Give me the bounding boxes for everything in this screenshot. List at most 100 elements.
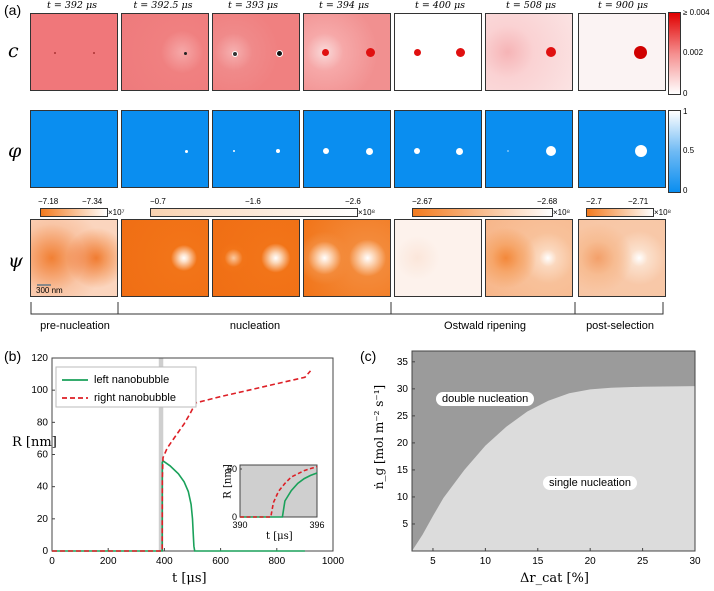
psi-field-t508: [485, 219, 573, 297]
c-right-dot: [276, 50, 283, 57]
x-tick-label: 600: [212, 556, 229, 567]
y-tick-label: 10: [397, 492, 409, 503]
y-tick-label: 40: [37, 482, 49, 493]
phi-field-t400: [394, 110, 482, 188]
psi-field-t392: 300 nm: [30, 219, 118, 297]
c-right-seed: [93, 52, 95, 54]
c-colorbar-top: ≥ 0.004: [683, 8, 710, 17]
panel-c-label: (c): [360, 348, 377, 364]
time-label-3: t = 393 μs: [227, 0, 279, 11]
c-left-seed: [54, 52, 56, 54]
c-colorbar-mid: 0.002: [683, 48, 704, 57]
inset-ylabel: R [nm]: [222, 464, 234, 499]
phase-nucleation: nucleation: [229, 320, 281, 332]
c-right-dot: [366, 48, 375, 57]
psi-field-t394: [303, 219, 391, 297]
panel-a-label: (a): [4, 2, 22, 18]
time-label-2: t = 392.5 μs: [133, 0, 193, 11]
psi-cb3-left: −2.67: [412, 197, 433, 206]
psi-cb4-exp: ×10⁸: [654, 208, 671, 217]
c-field-t900: [578, 13, 666, 91]
panel-b-label: (b): [4, 348, 22, 364]
phase-bracket: [30, 302, 664, 315]
inset-x-tick-label: 390: [232, 520, 247, 530]
y-tick-label: 30: [397, 384, 409, 395]
phi-right-dot: [456, 148, 463, 155]
phi-left-dot: [507, 150, 509, 152]
c-right-dot: [184, 52, 187, 55]
phi-field-t394: [303, 110, 391, 188]
x-tick-label: 400: [156, 556, 173, 567]
psi-field-t900: [578, 219, 666, 297]
row-symbol-phi: φ: [8, 140, 22, 162]
row-symbol-psi: ψ: [8, 250, 23, 272]
psi-cb2-mid: −1.6: [245, 197, 261, 206]
scalebar-label: 300 nm: [36, 286, 63, 295]
c-field-t400: [394, 13, 482, 91]
legend-left-label: left nanobubble: [94, 374, 170, 386]
inset-xlabel: t [μs]: [266, 531, 293, 542]
phi-colorbar-bottom: 0: [683, 186, 688, 195]
plot-frame: [411, 350, 696, 552]
psi-cb3-right: −2.68: [537, 197, 558, 206]
phi-right-dot: [185, 150, 188, 153]
c-colorbar: [668, 12, 681, 95]
nucleation-phase-diagram: 5 10 15 20 25 30 5 10 15 20 25 30 35: [397, 350, 701, 567]
phi-field-t900: [578, 110, 666, 188]
c-right-dot: [546, 47, 556, 57]
radius-time-chart: 0 200 400 600 800 1000 0 20 40 60 80 100 120 390 396 0 6…: [31, 353, 345, 567]
time-label-1: t = 392 μs: [46, 0, 98, 11]
c-right-dot: [456, 48, 465, 57]
psi-cb4-right: −2.71: [628, 197, 649, 206]
region-single-area: [412, 386, 695, 551]
y-tick-label: 25: [397, 411, 409, 422]
c-left-dot: [232, 51, 238, 57]
c-field-t392-5: [121, 13, 209, 91]
y-tick-label: 0: [42, 546, 48, 557]
phi-right-dot: [635, 145, 647, 157]
inset-frame: [239, 464, 318, 518]
c-field-t508: [485, 13, 573, 91]
time-label-7: t = 900 μs: [597, 0, 649, 11]
c-left-dot: [322, 49, 329, 56]
phi-field-t392-5: [121, 110, 209, 188]
phi-colorbar-top: 1: [683, 107, 688, 116]
phi-field-t392: [30, 110, 118, 188]
legend-box: [55, 366, 197, 408]
chart-b-ylabel: R [nm]: [12, 435, 57, 450]
scalebar: [37, 284, 51, 286]
phi-colorbar-mid: 0.5: [683, 146, 695, 155]
chart-c-xlabel: Δr_cat [%]: [520, 571, 589, 586]
row-symbol-c: c: [8, 40, 19, 62]
x-tick-label: 10: [480, 556, 492, 567]
time-label-4: t = 394 μs: [318, 0, 370, 11]
psi-colorbar-1: [40, 208, 108, 217]
phi-left-dot: [414, 148, 420, 154]
inset-y-tick-label: 60: [227, 464, 237, 474]
y-tick-label: 15: [397, 465, 409, 476]
psi-cb3-exp: ×10⁸: [553, 208, 570, 217]
phi-left-dot: [233, 150, 235, 152]
x-tick-label: 1000: [322, 556, 345, 567]
legend-right-label: right nanobubble: [94, 392, 176, 404]
chart-b-xlabel: t [μs]: [172, 571, 207, 586]
c-field-t392: [30, 13, 118, 91]
psi-cb1-right: −7.34: [82, 197, 103, 206]
x-tick-label: 20: [585, 556, 597, 567]
psi-cb2-exp: ×10⁸: [358, 208, 375, 217]
phi-field-t508: [485, 110, 573, 188]
x-tick-label: 25: [637, 556, 649, 567]
y-tick-label: 100: [31, 385, 48, 396]
inset-series-right: [240, 465, 318, 518]
y-tick-label: 20: [397, 438, 409, 449]
psi-colorbar-4: [586, 208, 654, 217]
psi-field-t392-5: [121, 219, 209, 297]
psi-field-t393: [212, 219, 300, 297]
x-tick-label: 800: [268, 556, 285, 567]
phi-right-dot: [546, 146, 556, 156]
inset-x-tick-label: 396: [309, 520, 324, 530]
c-right-dot: [634, 46, 647, 59]
x-tick-label: 15: [532, 556, 544, 567]
phi-left-dot: [323, 148, 329, 154]
region-double-nucleation: double nucleation: [436, 392, 535, 406]
